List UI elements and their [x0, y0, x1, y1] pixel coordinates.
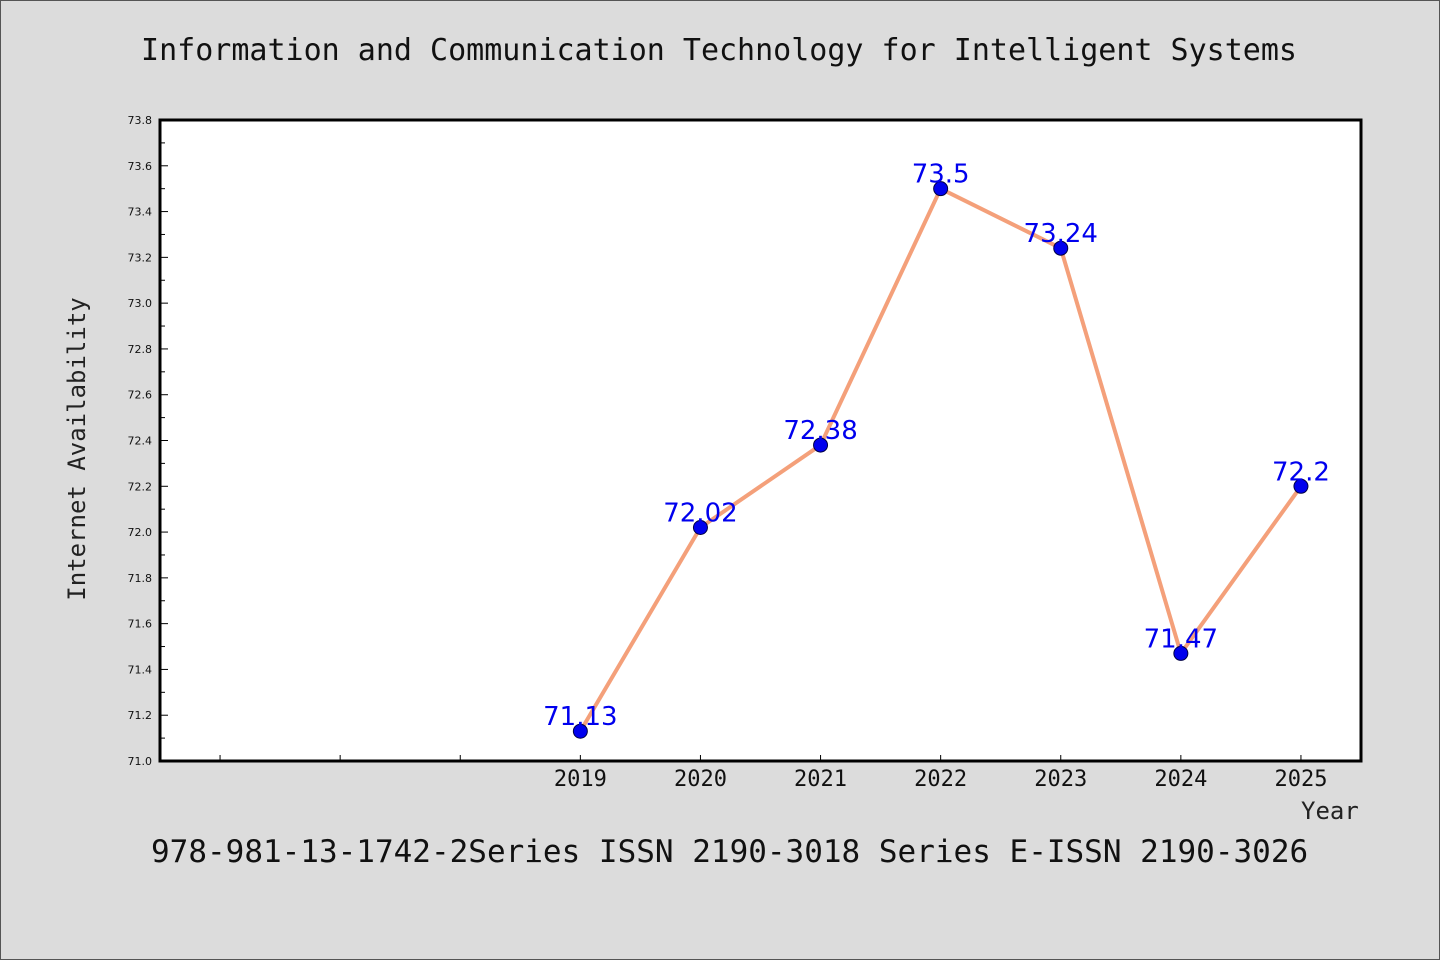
y-tick-label: 71.2: [128, 709, 153, 722]
x-tick-label: 2024: [1154, 767, 1207, 792]
data-point-marker: [692, 519, 708, 535]
data-label: 73.24: [1024, 219, 1098, 249]
y-axis-ticks: 71.0 71.2 71.4 71.6 71.8 72.0 72.2 72.4 72.6 72.8…: [128, 114, 168, 768]
data-point-marker: [1173, 645, 1189, 661]
data-label: 72.38: [783, 416, 857, 446]
data-label: 72.2: [1272, 457, 1330, 487]
chart-title: Information and Communication Technology…: [141, 33, 1297, 68]
y-tick-label: 73.2: [128, 251, 153, 264]
y-tick-label: 73.4: [128, 206, 153, 219]
y-tick-label: 72.8: [128, 343, 153, 356]
x-tick-label: 2021: [794, 767, 847, 792]
y-tick-label: 73.8: [128, 114, 153, 127]
data-label: 71.47: [1144, 624, 1218, 654]
y-tick-label: 72.6: [128, 389, 153, 402]
x-tick-label: 2023: [1034, 767, 1087, 792]
x-tick-label: 2019: [554, 767, 607, 792]
plot-area: [158, 118, 1363, 763]
x-axis-ticks: 2019 2020 2021 2022 2023 2024 2025: [219, 755, 1327, 792]
data-point-marker: [1053, 240, 1069, 256]
y-tick-label: 72.0: [128, 526, 153, 539]
y-tick-label: 72.4: [128, 435, 153, 448]
y-tick-label: 73.6: [128, 160, 153, 173]
y-tick-label: 71.0: [128, 755, 153, 768]
data-markers: [572, 181, 1309, 739]
data-label: 71.13: [543, 702, 617, 732]
x-axis-label: Year: [1301, 797, 1359, 825]
footer-text: 978-981-13-1742-2Series ISSN 2190-3018 S…: [151, 834, 1309, 870]
y-tick-label: 71.4: [128, 663, 153, 676]
y-tick-label: 71.8: [128, 572, 153, 585]
x-tick-label: 2022: [914, 767, 967, 792]
data-point-marker: [1293, 478, 1309, 494]
data-point-marker: [572, 723, 588, 739]
data-label: 72.02: [663, 498, 737, 528]
data-label: 73.5: [912, 160, 970, 190]
y-tick-label: 72.2: [128, 480, 153, 493]
data-labels: 71.13 72.02 72.38 73.5 73.24 71.47 72.2: [543, 160, 1330, 733]
data-point-marker: [813, 437, 829, 453]
y-tick-label: 73.0: [128, 297, 153, 310]
y-tick-label: 71.6: [128, 618, 153, 631]
x-tick-label: 2025: [1274, 767, 1327, 792]
data-point-marker: [933, 181, 949, 197]
x-tick-label: 2020: [674, 767, 727, 792]
